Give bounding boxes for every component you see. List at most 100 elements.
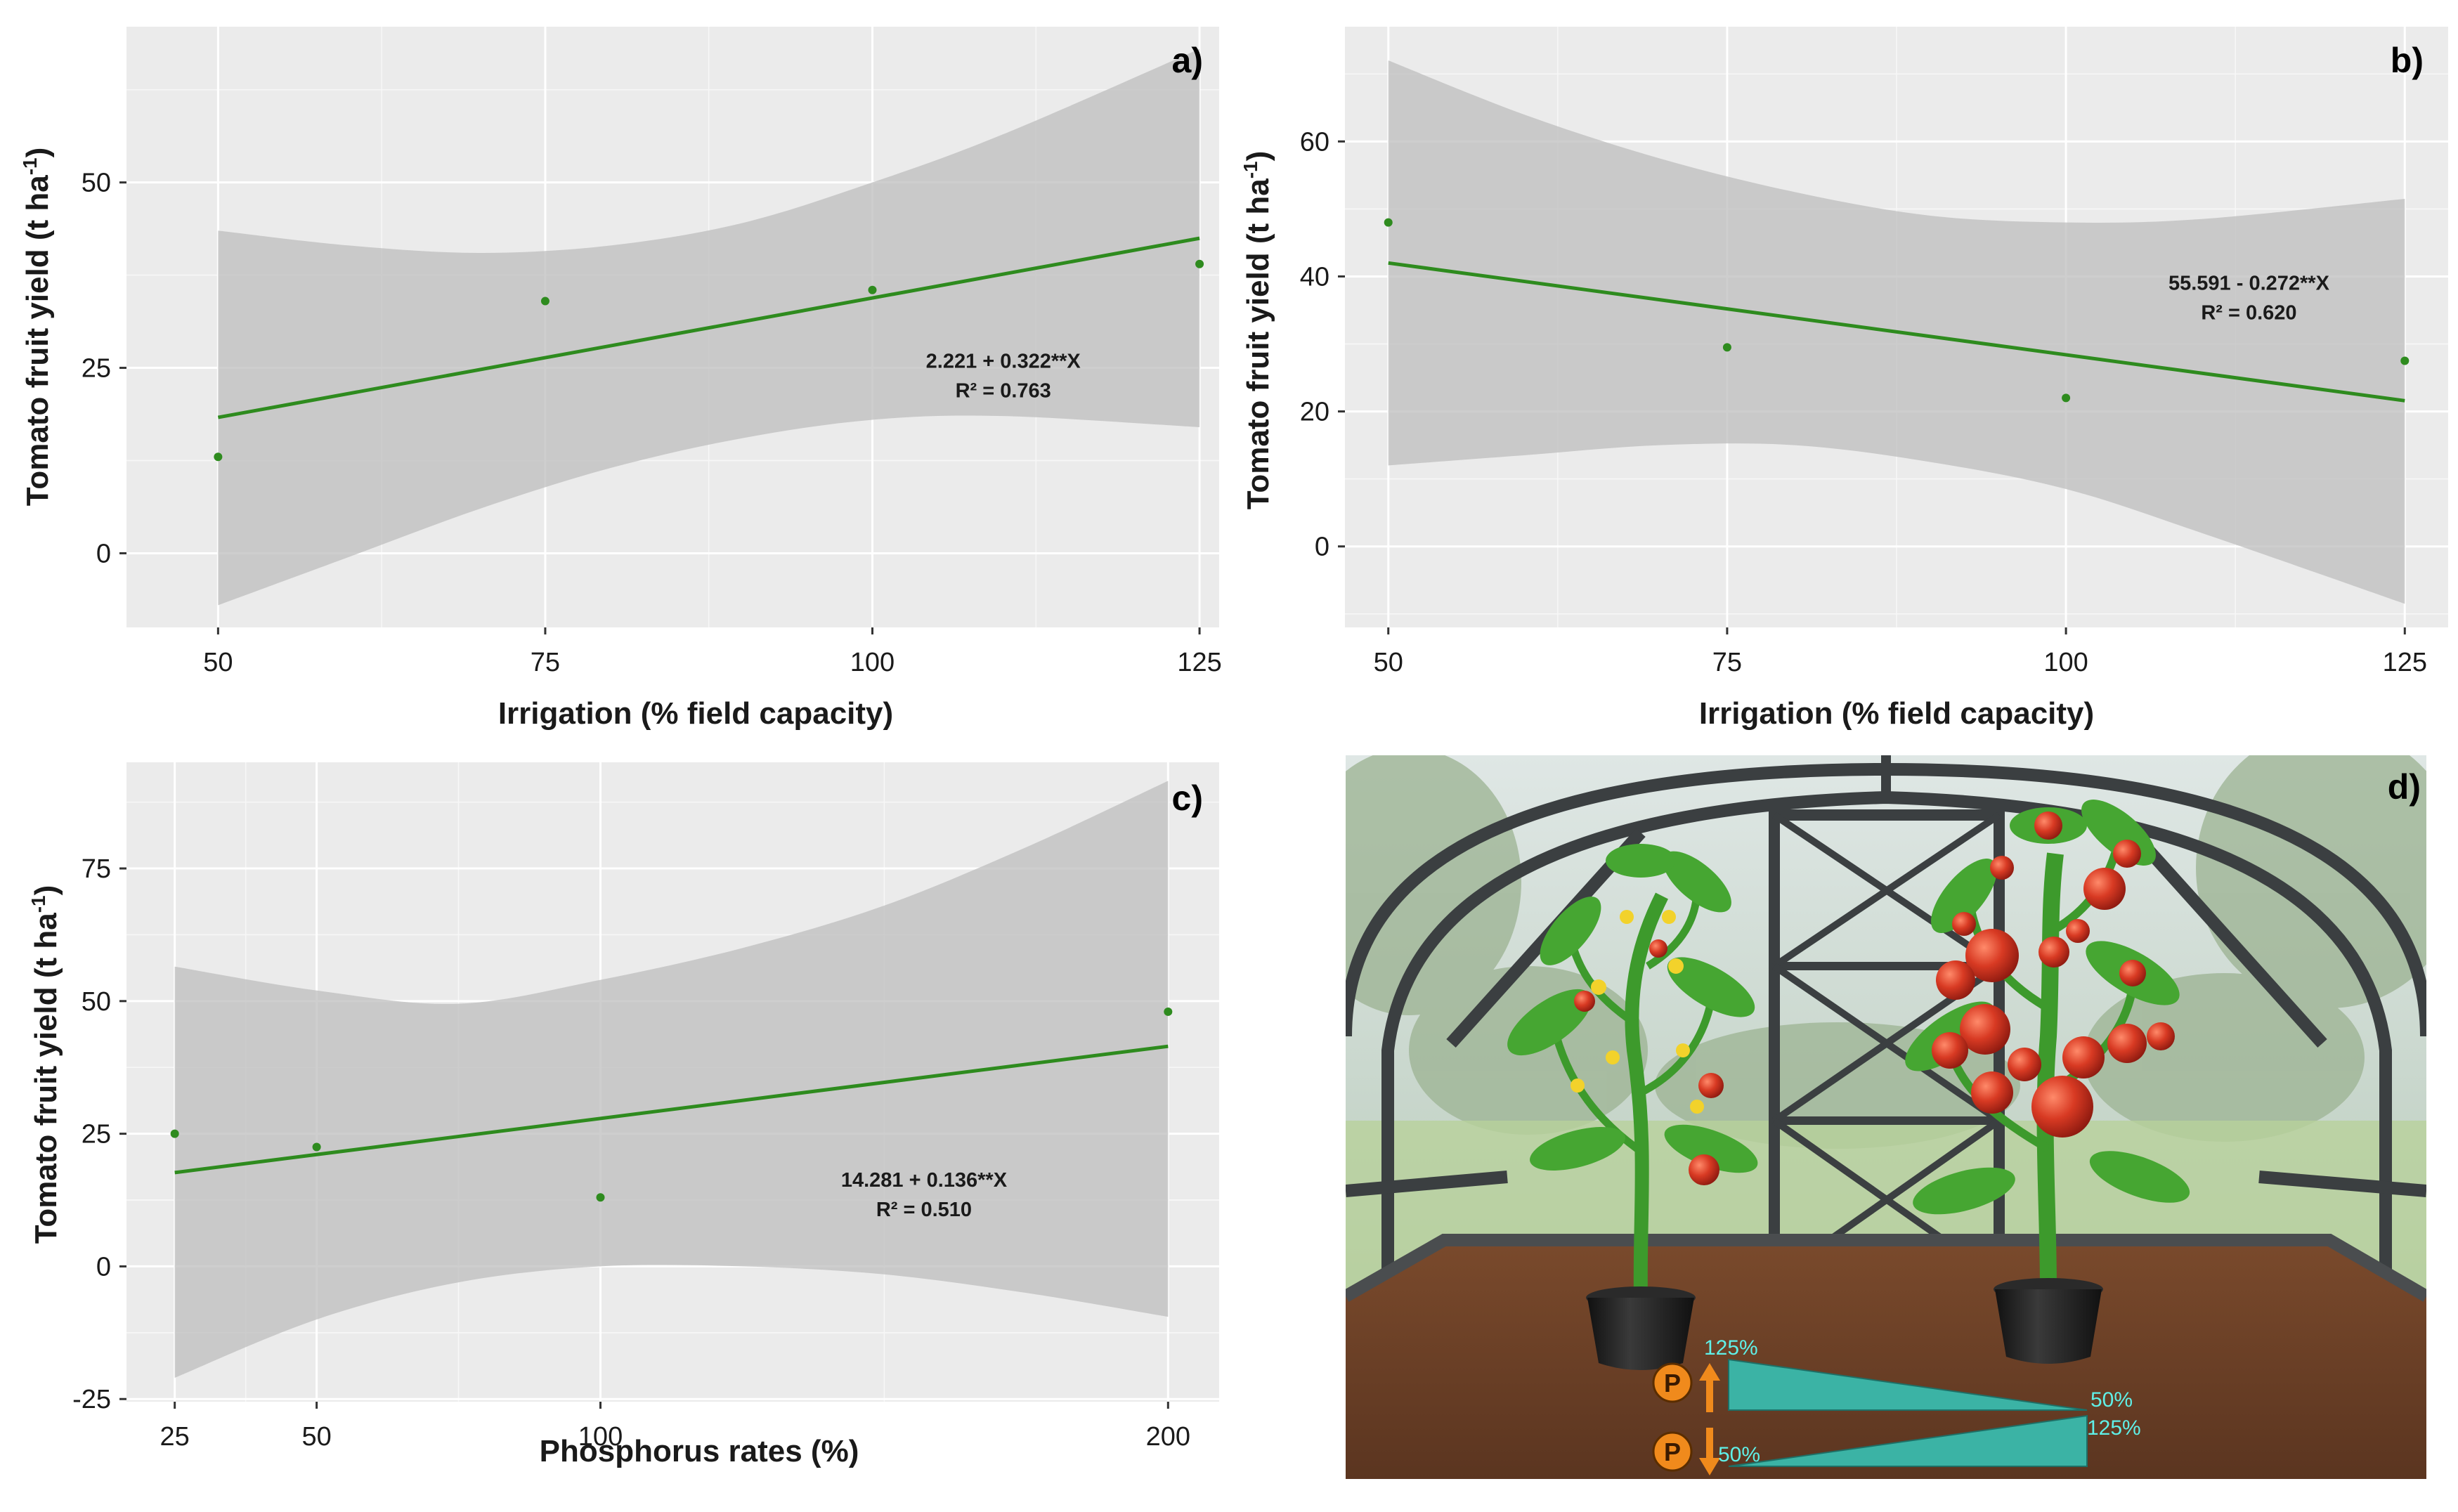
x-tick-label: 50 [1374,648,1403,677]
data-points [170,1007,1173,1202]
panel-label: a) [1172,41,1203,80]
chart-a-svg: 50 75 100 125 0 25 50 2.221 + 0.322**X R² = 0… [19,27,1222,731]
y-axis-title-main: Tomato fruit yield (t ha [29,913,63,1244]
regression-line [174,1044,1169,1175]
x-tick-label: 200 [1146,1422,1190,1452]
x-tick-label: 100 [2043,648,2088,677]
data-point [2400,356,2410,365]
illustration-panel-d: P 125% 50% P 50% 125% d) [1296,727,2458,1479]
decreasing-bar [1728,1358,2088,1411]
data-point [1722,343,1731,352]
data-point [2062,393,2071,403]
x-tick-label: 25 [160,1422,190,1452]
greenhouse-illustration: P 125% 50% P 50% 125% d) [1296,727,2458,1479]
x-axis-ticks: 50 75 100 125 [203,627,1222,677]
regression-equation: 55.591 - 0.272**X [2168,273,2330,295]
x-tick-label: 100 [850,648,895,677]
x-axis-title: Irrigation (% field capacity) [498,696,893,731]
bottom-bar-left-label: 50% [1718,1443,1760,1466]
y-axis-title: Tomato fruit yield (t ha-1) [1240,151,1275,510]
y-axis-title: Tomato fruit yield (t ha-1) [27,885,63,1244]
y-tick-label: 25 [82,1120,111,1149]
y-axis-title-main: Tomato fruit yield (t ha [20,175,55,506]
data-points [214,259,1204,462]
increasing-bar [1728,1414,2088,1467]
y-tick-label: 0 [96,1252,111,1282]
y-axis-title-main: Tomato fruit yield (t ha [1241,178,1275,509]
y-tick-label: 50 [82,987,111,1017]
data-point [1164,1007,1173,1016]
data-points [1384,218,2410,403]
phosphorus-letter-top: P [1664,1369,1681,1397]
y-tick-label: 0 [1315,533,1329,562]
data-point [868,285,877,294]
data-point [540,296,550,306]
r-squared: R² = 0.510 [876,1199,972,1221]
y-axis-title: Tomato fruit yield (t ha-1) [19,148,55,507]
data-point [214,452,223,462]
right-plant-fruit [1932,812,2175,1138]
y-tick-label: 60 [1300,127,1329,157]
y-axis-title-close: ) [1241,151,1275,162]
x-tick-label: 75 [531,648,560,677]
chart-panel-c: 25 50 100 200 -25 0 25 50 75 14.281 + 0.136**X … [0,738,1229,1508]
y-tick-label: -25 [72,1385,111,1414]
left-plant-fruit [1574,939,1724,1185]
data-point [170,1129,179,1138]
y-axis-ticks: 0 25 50 [82,169,126,568]
right-tomato-plant [1905,800,2190,1364]
x-axis-ticks: 50 75 100 125 [1374,627,2427,677]
regression-line [1388,261,2405,403]
regression-line [217,236,1200,419]
chart-panel-b: 50 75 100 125 0 20 40 60 55.591 - 0.272**X R² … [1229,0,2458,738]
y-tick-label: 20 [1300,398,1329,427]
x-axis-title: Phosphorus rates (%) [540,1434,859,1468]
data-point [1384,218,1393,227]
chart-panel-a: 50 75 100 125 0 25 50 2.221 + 0.322**X R² = 0… [0,0,1229,738]
x-tick-label: 50 [203,648,233,677]
y-axis-ticks: -25 0 25 50 75 [72,854,126,1414]
data-point [312,1142,321,1152]
data-point [1195,259,1204,268]
top-bar-left-label: 125% [1704,1336,1758,1360]
left-pot [1587,1298,1694,1370]
left-tomato-plant [1507,844,1758,1370]
r-squared: R² = 0.763 [956,380,1051,403]
x-axis-title: Irrigation (% field capacity) [1699,696,2094,731]
y-axis-title-close: ) [20,148,55,158]
phosphorus-letter-bottom: P [1664,1438,1681,1466]
x-tick-label: 125 [1177,648,1221,677]
panel-label: d) [2388,767,2421,807]
x-tick-label: 50 [301,1422,331,1452]
bottom-bar-right-label: 125% [2087,1416,2141,1440]
y-tick-label: 50 [82,169,111,198]
floor-edge [1342,1234,2430,1302]
phosphorus-decrease-row: P 50% 125% [1652,1414,2141,1475]
y-tick-label: 0 [96,539,111,568]
y-tick-label: 25 [82,354,111,384]
x-tick-label: 125 [2383,648,2427,677]
y-axis-title-close: ) [29,885,63,896]
y-tick-label: 75 [82,854,111,884]
soil-floor [1346,1240,2426,1479]
confidence-band [174,781,1169,1379]
data-point [596,1193,605,1202]
panel-label: b) [2391,41,2424,80]
right-pot [1995,1289,2102,1364]
x-axis-ticks: 25 50 100 200 [160,1402,1190,1452]
chart-b-svg: 50 75 100 125 0 20 40 60 55.591 - 0.272**X R² … [1240,27,2448,731]
phosphorus-increase-row: P 125% 50% [1652,1336,2133,1412]
phosphorus-symbol-top [1652,1362,1693,1403]
regression-equation: 2.221 + 0.322**X [926,351,1081,373]
panel-label: c) [1172,778,1203,818]
x-tick-label: 75 [1712,648,1742,677]
phosphorus-symbol-bottom [1652,1431,1693,1472]
y-axis-title-sup: -1 [27,895,49,913]
x-tick-label: 100 [578,1422,623,1452]
y-axis-title-sup: -1 [1240,161,1261,178]
y-tick-label: 40 [1300,262,1329,292]
down-arrow-icon [1699,1428,1720,1475]
y-axis-title-sup: -1 [19,157,41,175]
r-squared: R² = 0.620 [2201,302,2296,325]
